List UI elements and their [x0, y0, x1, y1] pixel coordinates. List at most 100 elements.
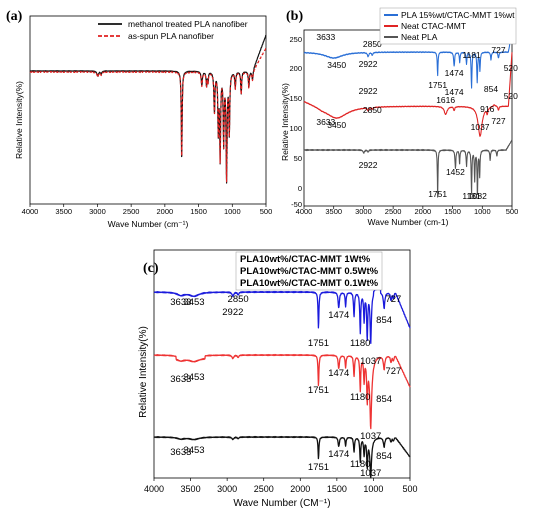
panel-b-peak-label: 1474: [445, 68, 464, 78]
panel-c-peak-label: 2850: [228, 294, 249, 305]
panel-c-peak-label: 854: [376, 451, 392, 462]
panel-c-legend: PLA10wt%/CTAC-MMT 1Wt% PLA10wt%/CTAC-MMT…: [235, 251, 383, 291]
panel-a-series: [29, 34, 267, 184]
legend-c-entry-1: PLA10wt%/CTAC-MMT 0.5Wt%: [240, 266, 379, 277]
panel-b-y-tick-label: 100: [289, 124, 302, 133]
panel-b-peak-label: 1181: [462, 50, 481, 60]
panel-a-tick-label: 1500: [190, 207, 207, 216]
panel-b-peak-label: 3450: [327, 120, 346, 130]
panel-b-y-tick-label: 250: [289, 35, 302, 44]
panel-b-y-ticks: 250 200 150 100 50 0 -50: [289, 35, 302, 209]
panel-b-series: 3633345028502922175114741181854727520363…: [303, 30, 518, 201]
panel-a: (a) 4000 3500 3000 2500 2000 1500 1000 500 Wave…: [6, 9, 272, 229]
panel-c-tick-label: 2000: [290, 484, 310, 494]
panel-b-tick-label: 3500: [325, 207, 342, 216]
panel-b-tick-label: 1000: [474, 207, 491, 216]
panel-b-peak-label: 520: [504, 91, 518, 101]
panel-c-tick-label: 1500: [327, 484, 347, 494]
panel-c-peak-label: 854: [376, 315, 392, 326]
panel-c-peak-label: 1037: [360, 468, 381, 479]
panel-a-frame: [29, 15, 267, 205]
panel-b-peak-label: 2922: [359, 86, 378, 96]
legend-b-entry-1: Neat CTAC-MMT: [401, 21, 466, 31]
panel-c-peak-label: 1180: [350, 392, 370, 403]
panel-b-peak-label: 1751: [428, 189, 447, 199]
panel-b-peak-label: 2850: [363, 39, 382, 49]
panel-b-peak-label: 1474: [445, 87, 464, 97]
panel-a-tick-label: 2500: [123, 207, 140, 216]
panel-c-tick-label: 1000: [363, 484, 383, 494]
panel-a-tick-label: 4000: [22, 207, 39, 216]
series-a-as-spun: [29, 47, 267, 183]
panel-c-peak-label: 3633: [170, 297, 191, 308]
panel-b-peak-label: 1452: [446, 167, 465, 177]
panel-c-peak-label: 727: [385, 294, 401, 305]
panel-b-peak-label: 1037: [471, 122, 490, 132]
series-c-0-5wt: [153, 353, 411, 430]
legend-c-box: [235, 251, 383, 291]
panel-b-tick-label: 4000: [296, 207, 313, 216]
panel-b-peak-label: 520: [504, 63, 518, 73]
panel-b-y-tick-label: -50: [291, 200, 302, 209]
panel-a-tick-label: 3500: [55, 207, 72, 216]
panel-b-y-tick-label: 50: [294, 154, 302, 163]
legend-c-entry-2: PLA10wt%/CTAC-MMT 0.1Wt%: [240, 278, 379, 289]
panel-c: (c) 4000 3500 3000 2500 2000 1500 1000 500 3633…: [138, 249, 418, 509]
panel-a-legend: methanol treated PLA nanofiber as-spun P…: [98, 19, 248, 41]
legend-c-entry-0: PLA10wt%/CTAC-MMT 1Wt%: [240, 254, 371, 265]
panel-b-peak-label: 2922: [359, 160, 378, 170]
panel-b-peak-label: 1751: [428, 80, 447, 90]
panel-c-tick-label: 3000: [217, 484, 237, 494]
panel-b-ylabel: Relative Intensity(%): [280, 83, 290, 161]
series-b-pla-ctac-mmt: [303, 30, 513, 89]
panel-c-frame: [153, 249, 411, 479]
panel-c-peak-label: 1180: [350, 459, 370, 470]
panel-b-peak-label: 854: [484, 84, 498, 94]
panel-b-peak-label: 916: [480, 104, 494, 114]
panel-c-peak-label: 1474: [328, 449, 349, 460]
panel-c-peak-label: 1037: [360, 356, 381, 367]
panel-b-y-tick-label: 150: [289, 94, 302, 103]
panel-c-peak-label: 1751: [308, 462, 329, 473]
panel-b-peak-label: 1616: [436, 95, 455, 105]
legend-a-entry-0: methanol treated PLA nanofiber: [128, 19, 248, 29]
panel-c-tick-label: 3500: [181, 484, 201, 494]
panel-c-tick-label: 4000: [144, 484, 164, 494]
series-c-0-1wt: [153, 435, 411, 479]
series-b-neat-ctac-mmt: [303, 52, 513, 137]
legend-b-box: [379, 7, 517, 45]
panel-c-peak-label: 3633: [170, 447, 191, 458]
panel-b-y-tick-label: 0: [298, 184, 302, 193]
series-a-methanol-treated: [29, 34, 267, 184]
panel-b-tick-label: 2000: [415, 207, 432, 216]
panel-c-peak-label: 3453: [183, 297, 204, 308]
panel-c-peak-label: 727: [385, 366, 401, 377]
panel-b-y-tick-label: 200: [289, 64, 302, 73]
panel-c-ylabel: Relative Intensity(%): [138, 326, 149, 418]
panel-c-xlabel: Wave Number (CM⁻¹): [233, 498, 330, 509]
panel-b-tick-label: 1500: [444, 207, 461, 216]
panel-c-peak-label: 854: [376, 394, 392, 405]
panel-c-peak-label: 1474: [328, 310, 349, 321]
panel-b-peak-label: 2850: [363, 105, 382, 115]
panel-b-label: (b): [286, 9, 303, 24]
panel-c-label: (c): [143, 261, 159, 276]
panel-c-tick-label: 500: [402, 484, 417, 494]
panel-b-peak-label: 727: [491, 116, 505, 126]
panel-c-peak-label: 2922: [222, 307, 243, 318]
panel-a-ylabel: Relative Intensity(%): [14, 81, 24, 159]
panel-c-peak-label: 3633: [170, 374, 191, 385]
panel-b-legend: PLA 15%wt/CTAC-MMT 1%wt Neat CTAC-MMT Ne…: [379, 7, 517, 45]
legend-b-entry-2: Neat PLA: [401, 32, 438, 42]
panel-c-tick-label: 2500: [254, 484, 274, 494]
panel-a-x-ticks: 4000 3500 3000 2500 2000 1500 1000 500: [22, 204, 273, 216]
panel-b-peak-label: 727: [491, 45, 505, 55]
legend-b-entry-0: PLA 15%wt/CTAC-MMT 1%wt: [401, 10, 515, 20]
panel-a-xlabel: Wave Number (cm⁻¹): [108, 219, 189, 229]
panel-b-peak-label: 1181: [462, 191, 481, 201]
legend-a-entry-1: as-spun PLA nanofiber: [128, 31, 214, 41]
panel-a-label: (a): [6, 9, 23, 24]
panel-a-tick-label: 500: [260, 207, 273, 216]
